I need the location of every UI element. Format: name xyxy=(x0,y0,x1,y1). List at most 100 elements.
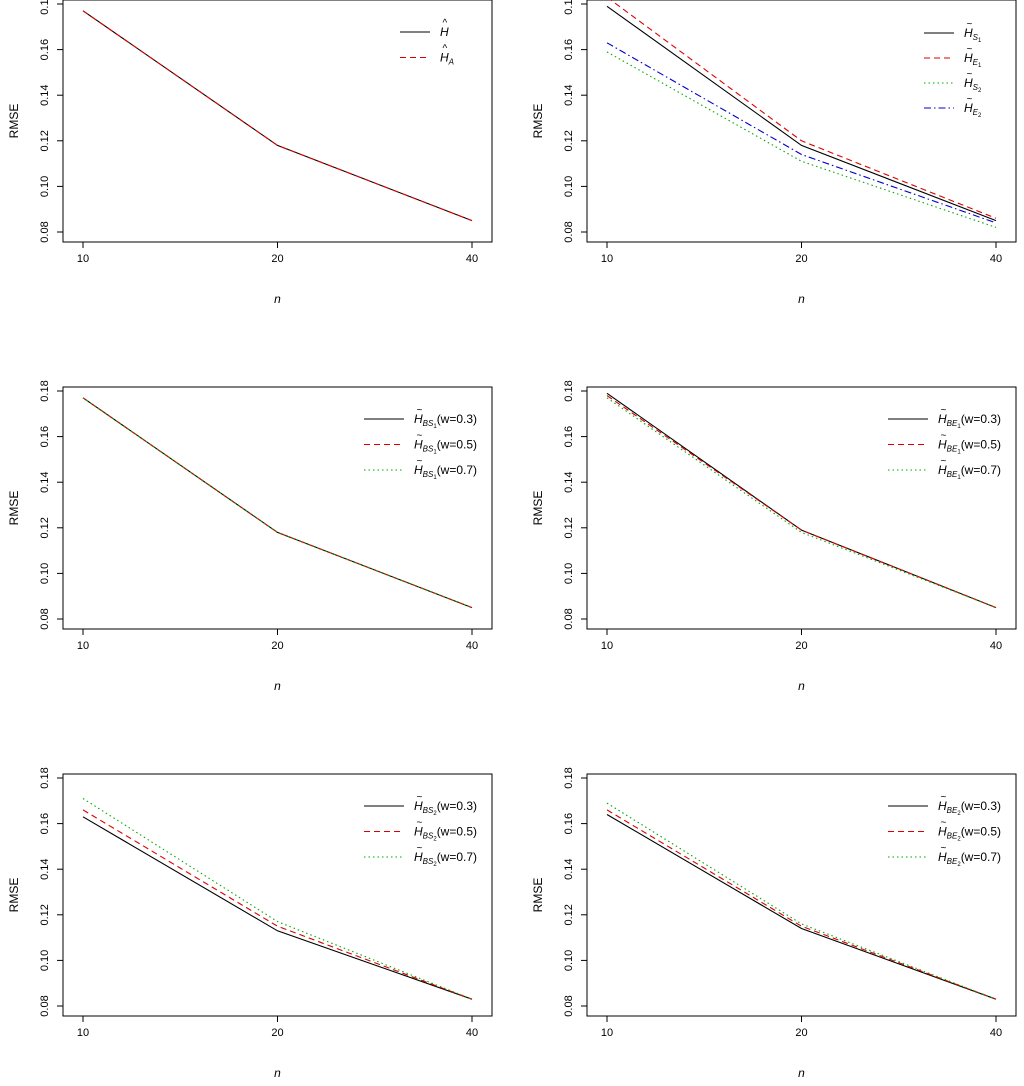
series-line-3 xyxy=(606,397,997,609)
series-line-2 xyxy=(606,395,997,609)
legend-label: HBE1(w=0.5) xyxy=(938,438,1001,456)
x-axis: 10 20 40 n xyxy=(77,1016,478,1080)
series-line-2 xyxy=(82,397,473,609)
series-line-3 xyxy=(606,51,997,228)
x-tick-label: 20 xyxy=(795,253,807,265)
y-tick-label: 0.16 xyxy=(563,813,575,834)
series-line-1 xyxy=(82,397,473,609)
x-tick-label: 40 xyxy=(990,1027,1002,1039)
tilde-accent: ~ xyxy=(941,405,947,416)
y-tick-label: 0.18 xyxy=(39,0,51,15)
legend-label: HBS2(w=0.3) xyxy=(414,799,477,817)
series-line-4 xyxy=(606,42,997,224)
series-line-2 xyxy=(609,0,997,219)
x-axis-label: n xyxy=(798,292,805,306)
series-group xyxy=(606,802,997,1000)
legend-label: HBE1(w=0.7) xyxy=(938,463,1001,481)
x-axis-label: n xyxy=(274,1066,281,1080)
y-tick-label: 0.16 xyxy=(39,426,51,447)
x-tick-label: 20 xyxy=(271,640,283,652)
x-tick-label: 10 xyxy=(601,253,613,265)
legend-label: HE2 xyxy=(964,101,982,119)
x-tick-label: 10 xyxy=(77,253,89,265)
y-tick-label: 0.08 xyxy=(563,995,575,1016)
plot-frame xyxy=(62,0,493,243)
legend-label: HBE2(w=0.3) xyxy=(938,799,1001,817)
y-axis: 0.08 0.10 0.12 0.14 0.16 0.18 RMSE xyxy=(7,0,63,243)
x-axis: 10 20 40 n xyxy=(601,242,1002,306)
legend-label: HE1 xyxy=(964,51,982,69)
y-tick-label: 0.18 xyxy=(563,767,575,788)
series-group xyxy=(606,392,997,609)
x-tick-label: 40 xyxy=(990,253,1002,265)
y-tick-label: 0.14 xyxy=(39,84,51,105)
x-axis: 10 20 40 n xyxy=(601,1016,1002,1080)
x-tick-label: 10 xyxy=(77,1027,89,1039)
y-tick-label: 0.08 xyxy=(563,608,575,629)
y-axis: 0.08 0.10 0.12 0.14 0.16 0.18 RMSE xyxy=(7,767,63,1017)
y-axis: 0.08 0.10 0.12 0.14 0.16 0.18 RMSE xyxy=(7,380,63,630)
x-tick-label: 40 xyxy=(466,1027,478,1039)
y-tick-label: 0.18 xyxy=(563,380,575,401)
legend-label: HBS2(w=0.5) xyxy=(414,825,477,843)
series-group xyxy=(82,798,473,1000)
chart-panel-3: 0.08 0.10 0.12 0.14 0.16 0.18 RMSE 10 20 40 n HBS1(… xyxy=(7,380,493,693)
legend: HBS1(w=0.3)~HBS1(w=0.5)~HBS1(w=0.7)~ xyxy=(364,405,477,481)
series-line-2 xyxy=(82,10,473,222)
series-group xyxy=(82,10,473,222)
y-axis-label: RMSE xyxy=(7,104,21,139)
legend-label: HBS2(w=0.7) xyxy=(414,850,477,868)
hat-accent: ^ xyxy=(443,44,448,55)
legend: HBE1(w=0.3)~HBE1(w=0.5)~HBE1(w=0.7)~ xyxy=(888,405,1001,481)
legend-label: HS1 xyxy=(964,26,982,44)
legend-label: HS2 xyxy=(964,76,982,94)
y-axis: 0.08 0.10 0.12 0.14 0.16 0.18 RMSE xyxy=(531,380,587,630)
y-tick-label: 0.14 xyxy=(563,471,575,492)
x-axis-label: n xyxy=(274,679,281,693)
x-tick-label: 20 xyxy=(795,1027,807,1039)
x-axis-label: n xyxy=(274,292,281,306)
y-tick-label: 0.14 xyxy=(563,84,575,105)
legend-label: HBE2(w=0.7) xyxy=(938,850,1001,868)
x-tick-label: 40 xyxy=(466,640,478,652)
y-tick-label: 0.16 xyxy=(39,813,51,834)
x-axis: 10 20 40 n xyxy=(77,242,478,306)
y-tick-label: 0.10 xyxy=(39,563,51,584)
y-tick-label: 0.12 xyxy=(39,130,51,151)
series-line-1 xyxy=(606,814,997,1000)
y-axis: 0.08 0.10 0.12 0.14 0.16 0.18 RMSE xyxy=(531,0,587,243)
y-tick-label: 0.16 xyxy=(563,39,575,60)
y-axis-label: RMSE xyxy=(7,491,21,526)
y-axis-label: RMSE xyxy=(531,104,545,139)
y-tick-label: 0.14 xyxy=(563,858,575,879)
y-tick-label: 0.08 xyxy=(39,221,51,242)
x-tick-label: 40 xyxy=(466,253,478,265)
legend-label: HBE1(w=0.3) xyxy=(938,412,1001,430)
series-line-2 xyxy=(606,809,997,1000)
y-tick-label: 0.12 xyxy=(563,904,575,925)
x-tick-label: 10 xyxy=(601,1027,613,1039)
y-tick-label: 0.12 xyxy=(39,904,51,925)
tilde-accent: ~ xyxy=(941,792,947,803)
y-axis-label: RMSE xyxy=(7,878,21,913)
x-tick-label: 20 xyxy=(271,1027,283,1039)
tilde-accent: ~ xyxy=(967,44,973,55)
tilde-accent: ~ xyxy=(941,431,947,442)
tilde-accent: ~ xyxy=(941,843,947,854)
x-tick-label: 40 xyxy=(990,640,1002,652)
legend-label: HBE2(w=0.5) xyxy=(938,825,1001,843)
chart-panel-4: 0.08 0.10 0.12 0.14 0.16 0.18 RMSE 10 20 40 n HBE1(… xyxy=(531,380,1017,693)
legend-label: HBS1(w=0.3) xyxy=(414,412,477,430)
tilde-accent: ~ xyxy=(967,69,973,80)
y-tick-label: 0.16 xyxy=(563,426,575,447)
y-tick-label: 0.18 xyxy=(39,767,51,788)
legend: HS1~HE1~HS2~HE2~ xyxy=(924,19,982,119)
y-tick-label: 0.10 xyxy=(39,950,51,971)
series-line-3 xyxy=(82,397,473,609)
series-line-1 xyxy=(82,816,473,1000)
series-line-1 xyxy=(606,392,997,609)
legend: HBS2(w=0.3)~HBS2(w=0.5)~HBS2(w=0.7)~ xyxy=(364,792,477,868)
y-tick-label: 0.08 xyxy=(39,995,51,1016)
